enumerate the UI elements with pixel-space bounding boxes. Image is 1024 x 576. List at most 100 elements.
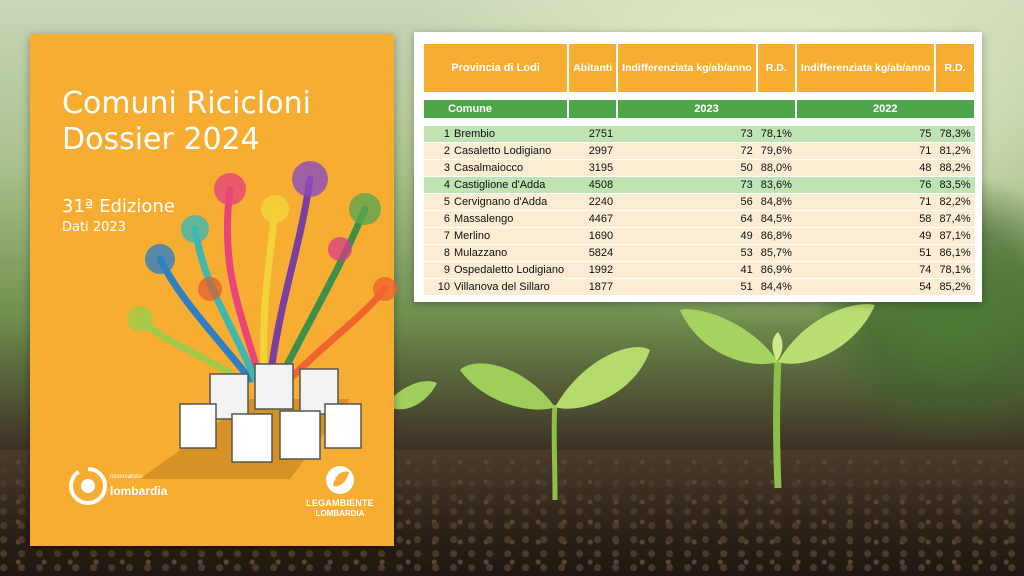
- cell-comune: 10 Villanova del Sillaro: [424, 278, 569, 296]
- cell-comune-name: Ospedaletto Lodigiano: [454, 264, 565, 276]
- cell-comune: 3 Casalmaiocco: [424, 159, 569, 177]
- cover-title-line1: Comuni Ricicloni: [62, 86, 311, 121]
- cell-rd-2022: 78,1%: [935, 261, 975, 279]
- cell-rank: 8: [443, 247, 450, 259]
- cell-comune: 5 Cervignano d'Adda: [424, 193, 569, 211]
- cell-rd-2023: 84,8%: [756, 193, 796, 211]
- lombardia-recycle-icon: [69, 467, 107, 505]
- cell-indiff-2022: 71: [795, 193, 936, 211]
- spacer-row: [424, 92, 975, 100]
- logo-left-text: lombardia: [110, 484, 168, 498]
- table-row: 6 Massalengo 4467 64 84,5% 58 87,4%: [424, 210, 975, 228]
- subheader-blank: [568, 100, 619, 118]
- cell-indiff-2022: 76: [795, 176, 936, 194]
- cell-rd-2022: 88,2%: [935, 159, 975, 177]
- header-rd-2023: R.D.: [756, 44, 797, 92]
- cell-rank: 2: [443, 145, 450, 157]
- cell-rank: 7: [443, 230, 450, 242]
- cell-indiff-2023: 72: [617, 142, 757, 160]
- cell-comune-name: Casalmaiocco: [454, 162, 524, 174]
- cell-rank: 3: [443, 162, 450, 174]
- cell-rank: 10: [437, 281, 450, 293]
- cell-indiff-2023: 41: [617, 261, 757, 279]
- cell-abitanti: 2240: [568, 193, 618, 211]
- cell-rd-2022: 81,2%: [935, 142, 975, 160]
- cell-abitanti: 4508: [568, 176, 618, 194]
- table-row: 4 Castiglione d'Adda 4508 73 83,6% 76 83,…: [424, 176, 975, 194]
- cell-rd-2023: 86,9%: [756, 261, 796, 279]
- table-row: 1 Brembio 2751 73 78,1% 75 78,3%: [424, 126, 975, 143]
- cover-title-line2: Dossier 2024: [62, 122, 260, 157]
- cell-indiff-2022: 54: [795, 278, 936, 296]
- cell-comune: 4 Castiglione d'Adda: [424, 176, 569, 194]
- table-body: 1 Brembio 2751 73 78,1% 75 78,3% 2 Casalet…: [424, 126, 975, 296]
- recycling-bins-flowers-illustration: [127, 161, 397, 479]
- cell-indiff-2023: 73: [617, 126, 757, 143]
- cell-rd-2023: 84,4%: [756, 278, 796, 296]
- sprout-large-image: [680, 304, 875, 489]
- subheader-year-2023: 2023: [617, 100, 797, 118]
- cover-title: Comuni Ricicloni Dossier 2024: [62, 86, 311, 158]
- cell-rd-2023: 79,6%: [756, 142, 796, 160]
- subheader-year-2022: 2022: [795, 100, 976, 118]
- cell-rd-2023: 88,0%: [756, 159, 796, 177]
- cell-comune-name: Mulazzano: [454, 247, 508, 259]
- table-row: 9 Ospedaletto Lodigiano 1992 41 86,9% 74 …: [424, 261, 975, 279]
- cell-abitanti: 4467: [568, 210, 618, 228]
- header-province: Provincia di Lodi: [424, 44, 570, 92]
- cell-indiff-2022: 71: [795, 142, 936, 160]
- ranking-table-panel: Provincia di Lodi Abitanti Indifferenzia…: [414, 32, 982, 302]
- cell-comune-name: Casaletto Lodigiano: [454, 145, 552, 157]
- logo-right-line1: LEGAMBIENTE: [306, 498, 374, 508]
- cell-abitanti: 5824: [568, 244, 618, 262]
- table-row: 2 Casaletto Lodigiano 2997 72 79,6% 71 81…: [424, 142, 975, 160]
- table-row: 10 Villanova del Sillaro 1877 51 84,4% 54…: [424, 278, 975, 296]
- header-indiff-2022: Indifferenziata kg/ab/anno: [795, 44, 937, 92]
- cell-indiff-2022: 49: [795, 227, 936, 245]
- cell-comune-name: Castiglione d'Adda: [454, 179, 546, 191]
- cell-rd-2023: 86,8%: [756, 227, 796, 245]
- logo-left-small: osservatorio: [110, 474, 143, 480]
- legambiente-leaf-icon: [326, 466, 354, 494]
- cell-rd-2022: 82,2%: [935, 193, 975, 211]
- cell-indiff-2023: 51: [617, 278, 757, 296]
- cell-indiff-2023: 53: [617, 244, 757, 262]
- cell-rd-2022: 86,1%: [935, 244, 975, 262]
- sprout-small-image: [460, 347, 650, 501]
- cell-comune-name: Massalengo: [454, 213, 514, 225]
- cell-rd-2023: 85,7%: [756, 244, 796, 262]
- cell-abitanti: 1877: [568, 278, 618, 296]
- legambiente-lombardia-logo: LEGAMBIENTE LOMBARDIA: [300, 462, 380, 522]
- cell-indiff-2023: 64: [617, 210, 757, 228]
- cell-rd-2022: 87,4%: [935, 210, 975, 228]
- ranking-table: Provincia di Lodi Abitanti Indifferenzia…: [424, 44, 976, 296]
- cell-abitanti: 1690: [568, 227, 618, 245]
- table-header-row: Provincia di Lodi Abitanti Indifferenzia…: [424, 44, 976, 92]
- cell-indiff-2023: 56: [617, 193, 757, 211]
- logo-right-line2: LOMBARDIA: [315, 509, 365, 518]
- dossier-cover: Comuni Ricicloni Dossier 2024 31ª Edizio…: [30, 34, 397, 546]
- subheader-comune: Comune: [424, 100, 570, 118]
- cell-rd-2022: 83,5%: [935, 176, 975, 194]
- cell-rd-2023: 83,6%: [756, 176, 796, 194]
- cover-edition: 31ª Edizione: [62, 196, 175, 217]
- table-row: 8 Mulazzano 5824 53 85,7% 51 86,1%: [424, 244, 975, 262]
- cell-rd-2022: 85,2%: [935, 278, 975, 296]
- cover-data-year: Dati 2023: [62, 220, 126, 235]
- cell-comune-name: Merlino: [454, 230, 491, 242]
- table-row: 5 Cervignano d'Adda 2240 56 84,8% 71 82,2…: [424, 193, 975, 211]
- header-indiff-2023: Indifferenziata kg/ab/anno: [617, 44, 758, 92]
- cell-rd-2022: 78,3%: [935, 126, 975, 143]
- cell-indiff-2022: 58: [795, 210, 936, 228]
- cell-rank: 4: [443, 179, 450, 191]
- cell-comune: 6 Massalengo: [424, 210, 569, 228]
- cell-comune-name: Brembio: [454, 128, 495, 140]
- cell-indiff-2022: 74: [795, 261, 936, 279]
- cell-comune-name: Villanova del Sillaro: [454, 281, 550, 293]
- cell-comune-name: Cervignano d'Adda: [454, 196, 548, 208]
- cell-rank: 5: [443, 196, 450, 208]
- cell-abitanti: 3195: [568, 159, 618, 177]
- cell-indiff-2022: 48: [795, 159, 936, 177]
- cell-abitanti: 1992: [568, 261, 618, 279]
- header-rd-2022: R.D.: [935, 44, 976, 92]
